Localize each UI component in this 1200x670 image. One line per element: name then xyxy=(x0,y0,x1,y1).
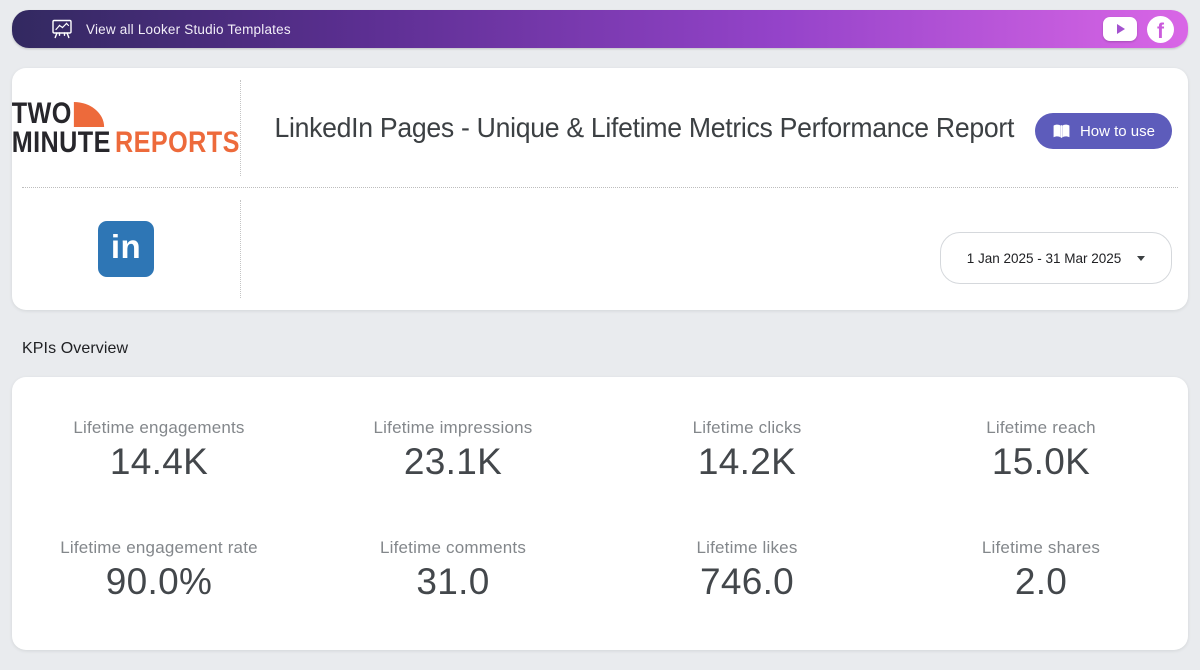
header-bottom-row: in 1 Jan 2025 - 31 Mar 2025 xyxy=(12,188,1188,310)
kpi-scorecard: Lifetime reach 15.0K xyxy=(894,391,1188,511)
kpi-scorecard: Lifetime likes 746.0 xyxy=(600,511,894,631)
report-header-card: TWO MINUTE REPORTS LinkedIn Pages - Uniq… xyxy=(12,68,1188,310)
logo-quarter-shape xyxy=(74,101,105,127)
logo-word-two: TWO xyxy=(11,96,73,130)
vertical-divider xyxy=(240,200,241,298)
header-top-row: TWO MINUTE REPORTS LinkedIn Pages - Uniq… xyxy=(12,68,1188,188)
kpi-label: Lifetime impressions xyxy=(373,418,533,438)
section-title: KPIs Overview xyxy=(22,340,129,357)
templates-banner[interactable]: View all Looker Studio Templates f xyxy=(12,10,1188,48)
page-title: LinkedIn Pages - Unique & Lifetime Metri… xyxy=(274,112,1014,143)
kpi-value: 23.1K xyxy=(403,441,503,483)
date-range-value: 1 Jan 2025 - 31 Mar 2025 xyxy=(966,250,1122,266)
kpi-grid: Lifetime engagements 14.4K Lifetime impr… xyxy=(12,377,1188,650)
kpi-scorecard: Lifetime impressions 23.1K xyxy=(306,391,600,511)
kpi-label: Lifetime clicks xyxy=(692,418,802,438)
kpi-label: Lifetime engagement rate xyxy=(60,537,258,557)
kpi-label: Lifetime comments xyxy=(379,537,527,557)
logo-word-minute: MINUTE xyxy=(11,125,112,159)
kpi-value: 15.0K xyxy=(991,441,1091,483)
kpi-value: 14.4K xyxy=(109,441,209,483)
kpi-scorecard: Lifetime comments 31.0 xyxy=(306,511,600,631)
how-to-use-button[interactable]: How to use xyxy=(1034,113,1172,149)
youtube-icon[interactable] xyxy=(1103,17,1137,41)
kpi-value: 14.2K xyxy=(697,441,797,483)
kpi-value: 746.0 xyxy=(699,560,795,602)
date-range-picker[interactable]: 1 Jan 2025 - 31 Mar 2025 xyxy=(940,232,1172,284)
kpi-scorecard: Lifetime engagement rate 90.0% xyxy=(12,511,306,631)
brand-logo: TWO MINUTE REPORTS xyxy=(11,96,241,159)
kpi-label: Lifetime engagements xyxy=(73,418,245,438)
linkedin-icon: in xyxy=(98,221,154,277)
kpi-value: 31.0 xyxy=(416,560,490,602)
how-to-use-label: How to use xyxy=(1079,122,1155,140)
chevron-down-icon xyxy=(1137,255,1146,261)
kpi-label: Lifetime reach xyxy=(986,418,1096,438)
kpi-label: Lifetime shares xyxy=(981,537,1101,557)
kpi-value: 90.0% xyxy=(105,560,213,602)
kpi-scorecard: Lifetime engagements 14.4K xyxy=(12,391,306,511)
vertical-divider xyxy=(240,80,241,176)
logo-word-reports: REPORTS xyxy=(115,125,241,159)
presentation-chart-icon xyxy=(52,19,72,39)
facebook-icon[interactable]: f xyxy=(1147,15,1174,43)
kpi-scorecard: Lifetime clicks 14.2K xyxy=(600,391,894,511)
banner-label: View all Looker Studio Templates xyxy=(86,21,291,37)
kpi-scorecard: Lifetime shares 2.0 xyxy=(894,511,1188,631)
open-book-icon xyxy=(1053,124,1070,138)
linkedin-glyph: in xyxy=(110,228,142,265)
kpi-value: 2.0 xyxy=(1014,560,1068,602)
kpi-label: Lifetime likes xyxy=(696,537,798,557)
